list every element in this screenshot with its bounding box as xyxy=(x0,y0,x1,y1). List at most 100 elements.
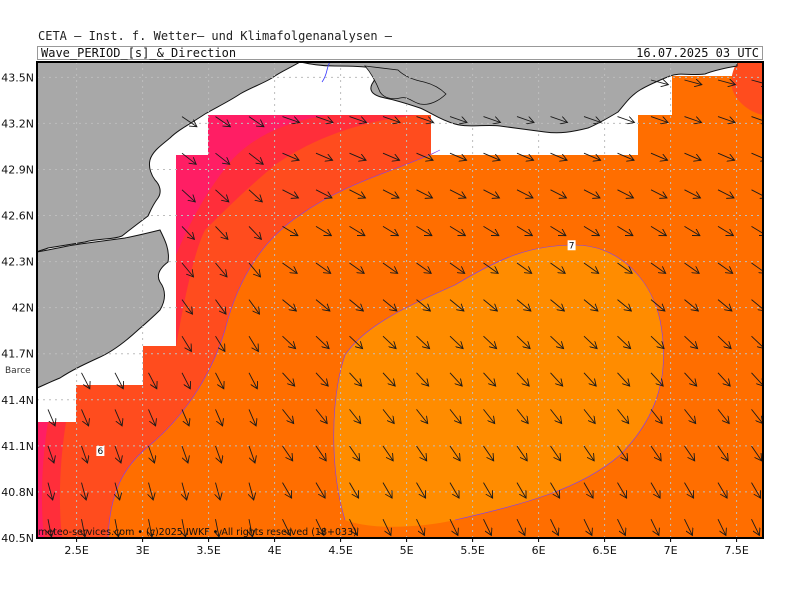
wave-arrow xyxy=(717,116,735,123)
x-tick-label: 7.5E xyxy=(724,544,748,557)
wave-arrow xyxy=(617,482,627,499)
wave-arrow xyxy=(684,519,693,535)
contour-label-text: 7 xyxy=(569,241,575,251)
period-field-6-east xyxy=(731,62,763,115)
wave-arrow xyxy=(483,519,492,535)
x-tick-label: 6.5E xyxy=(592,544,616,557)
wave-arrow xyxy=(449,372,462,386)
wave-arrow xyxy=(315,189,332,198)
wave-arrow xyxy=(349,482,359,499)
wave-arrow xyxy=(416,372,429,386)
wave-arrow xyxy=(81,372,90,389)
wave-arrow xyxy=(115,519,119,537)
wave-arrow xyxy=(684,152,702,160)
wave-arrow xyxy=(751,299,763,311)
wave-arrow xyxy=(717,482,727,499)
period-field-6 xyxy=(37,115,440,538)
wave-arrow xyxy=(149,482,154,500)
wave-arrow xyxy=(315,372,328,386)
wave-arrow xyxy=(416,409,428,423)
wave-arrow xyxy=(516,152,534,160)
wave-arrow xyxy=(650,335,664,348)
wave-arrow xyxy=(583,226,599,235)
wave-arrow xyxy=(282,445,293,461)
x-tick-label: 5E xyxy=(400,544,414,557)
wave-arrow xyxy=(617,372,630,386)
wave-arrow xyxy=(550,299,565,311)
y-tick-label: 41.4N xyxy=(1,394,34,407)
lat-lon-grid xyxy=(37,62,763,538)
wave-arrow xyxy=(617,226,633,235)
wave-arrow xyxy=(550,409,562,423)
wave-arrow xyxy=(248,189,262,202)
wave-arrow xyxy=(550,372,563,386)
wave-arrow xyxy=(684,482,694,499)
wave-arrow xyxy=(617,335,631,348)
wave-arrow xyxy=(449,262,465,273)
wave-arrow xyxy=(382,226,398,235)
wave-arrow xyxy=(583,262,599,273)
wave-arrow xyxy=(114,372,123,389)
wave-arrow xyxy=(650,226,666,235)
wave-arrow xyxy=(382,116,400,123)
wave-arrow xyxy=(216,482,221,500)
y-tick-label: 40.5N xyxy=(1,532,34,545)
wave-arrow xyxy=(315,116,333,123)
wave-arrow xyxy=(483,116,501,123)
wave-arrow xyxy=(349,189,366,198)
river-line xyxy=(321,62,331,83)
wave-arrow xyxy=(248,409,256,426)
wave-arrow xyxy=(216,519,220,537)
wave-arrow xyxy=(181,152,196,164)
wave-arrow xyxy=(282,116,300,123)
wave-arrow xyxy=(751,116,763,123)
contour-label: 7 xyxy=(567,240,576,251)
wave-arrow xyxy=(684,299,699,311)
wave-arrow xyxy=(248,262,261,277)
wave-arrow xyxy=(382,372,395,386)
wave-arrow xyxy=(717,372,730,386)
wave-arrow xyxy=(48,519,52,537)
wave-arrow xyxy=(751,409,763,423)
wave-arrow xyxy=(516,189,533,198)
wave-arrow xyxy=(684,372,697,386)
wave-arrow xyxy=(449,189,466,198)
wave-arrow xyxy=(382,519,391,535)
wave-arrow xyxy=(416,189,433,198)
wave-arrow xyxy=(181,372,190,389)
wave-arrow xyxy=(751,80,763,85)
wave-arrow xyxy=(315,445,326,461)
wave-arrow xyxy=(181,226,194,239)
wave-arrow xyxy=(181,299,193,315)
y-tick-label: 42.9N xyxy=(1,163,34,176)
wave-arrow xyxy=(416,482,426,499)
wave-arrow xyxy=(181,116,197,127)
wave-arrow xyxy=(382,299,397,311)
wave-arrow xyxy=(282,152,300,160)
wave-arrow xyxy=(684,80,702,85)
wave-arrow xyxy=(751,519,760,535)
wave-arrow xyxy=(550,519,559,535)
wave-arrow xyxy=(583,189,600,198)
wave-arrow xyxy=(148,409,156,426)
institute-title: CETA – Inst. f. Wetter– und Klimafolgena… xyxy=(38,29,393,43)
wave-arrow xyxy=(181,262,194,277)
y-tick-label: 42.3N xyxy=(1,256,34,269)
wave-arrow xyxy=(282,409,294,423)
map-frame xyxy=(36,61,764,539)
latitude-ticks: 43.5N 43.2N 42.9N 42.6N 42.3N 42N 41.7N 41.4N 41… xyxy=(1,71,34,545)
wave-arrow xyxy=(650,519,659,535)
wave-arrow xyxy=(382,189,399,198)
wave-arrow xyxy=(684,262,700,273)
wave-arrow xyxy=(617,116,635,123)
wave-arrow xyxy=(282,262,298,273)
contour-label-box xyxy=(567,240,576,251)
wave-arrow xyxy=(550,226,566,235)
wave-arrow xyxy=(483,372,496,386)
wave-arrow xyxy=(751,262,763,273)
wave-arrow xyxy=(315,299,330,311)
wave-arrow xyxy=(650,409,662,423)
wave-arrow xyxy=(583,152,601,160)
wave-arrow xyxy=(717,80,735,85)
product-bar: Wave_PERIOD_[s]_&_Direction 16.07.2025 0… xyxy=(37,46,763,60)
